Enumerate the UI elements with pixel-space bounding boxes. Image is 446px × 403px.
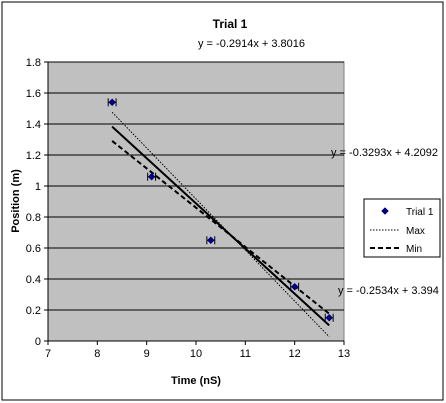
x-tick-label-2: 9 xyxy=(144,348,150,360)
max-line xyxy=(111,111,330,338)
min-line xyxy=(111,140,330,315)
x-tick-label-1: 8 xyxy=(94,348,100,360)
y-tick-label-8: 1.6 xyxy=(26,88,41,100)
legend-label-min: Min xyxy=(406,244,422,255)
y-tick-label-6: 1.2 xyxy=(26,150,41,162)
x-tick-label-6: 13 xyxy=(338,348,350,360)
legend-diamond-icon xyxy=(381,207,389,215)
x-tick-label-5: 12 xyxy=(289,348,301,360)
y-tick-label-3: 0.6 xyxy=(26,243,41,255)
max-line-equation: y = -0.3293x + 4.2092 xyxy=(331,147,438,159)
trendline-equation: y = -0.2914x + 3.8016 xyxy=(198,38,305,50)
trendline xyxy=(111,125,330,327)
legend-box xyxy=(363,198,441,258)
chart-title: Trial 1 xyxy=(213,17,248,31)
y-tick-label-7: 1.4 xyxy=(26,119,41,131)
y-axis-title: Position (m) xyxy=(10,169,22,233)
x-tick-label-0: 7 xyxy=(45,348,51,360)
data-point-4 xyxy=(325,313,334,322)
legend-marker-trial-1 xyxy=(381,207,389,215)
data-point-0 xyxy=(108,98,116,107)
y-tick-label-4: 0.8 xyxy=(26,212,41,224)
axes xyxy=(44,61,345,345)
x-tick-labels: 7 8 9 10 11 12 13 xyxy=(45,348,350,360)
y-tick-label-9: 1.8 xyxy=(26,57,41,69)
y-tick-label-0: 0 xyxy=(35,336,41,348)
data-points xyxy=(107,98,334,322)
y-tick-label-1: 0.2 xyxy=(26,305,41,317)
data-point-3 xyxy=(290,282,299,291)
data-point-2 xyxy=(206,236,215,245)
x-tick-label-3: 10 xyxy=(190,348,202,360)
y-tick-labels: 0 0.2 0.4 0.6 0.8 1 1.2 1.4 1.6 1.8 xyxy=(26,57,41,348)
x-axis-title: Time (nS) xyxy=(171,375,221,387)
data-point-1 xyxy=(147,172,156,181)
min-line-equation: y = -0.2534x + 3.394 xyxy=(338,285,439,297)
legend-label-max: Max xyxy=(406,226,425,237)
grid-lines xyxy=(48,61,344,311)
y-tick-label-5: 1 xyxy=(35,181,41,193)
x-tick-label-4: 11 xyxy=(240,348,251,360)
legend-label-trial-1: Trial 1 xyxy=(406,207,434,218)
legend: Trial 1 Max Min xyxy=(363,198,441,258)
series-lines xyxy=(111,111,330,338)
y-tick-label-2: 0.4 xyxy=(26,274,41,286)
